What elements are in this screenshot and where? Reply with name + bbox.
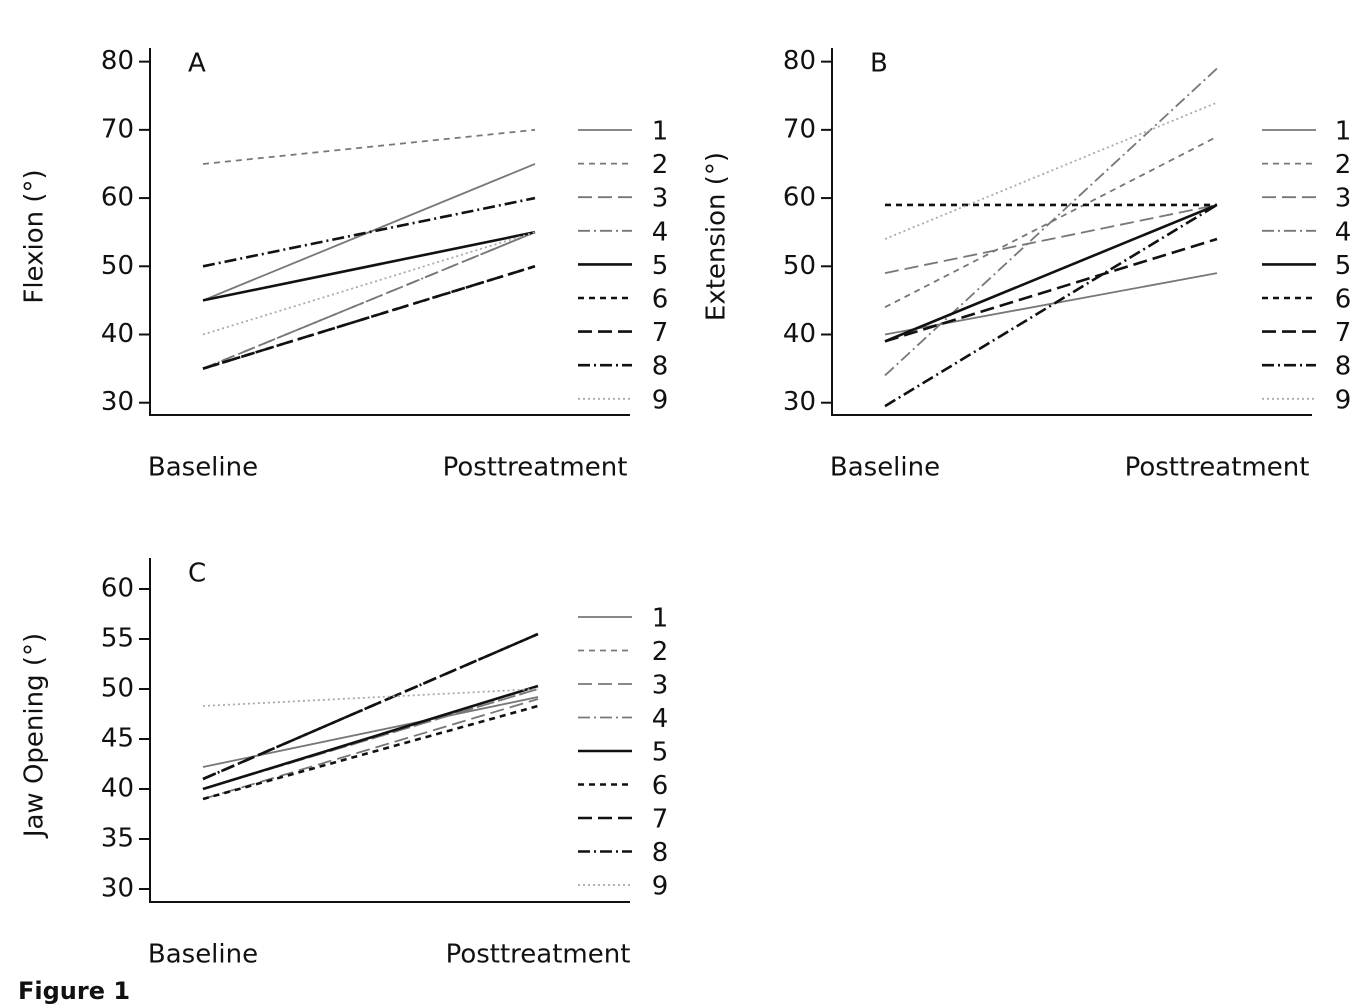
legend-label: 5 bbox=[1335, 251, 1352, 281]
y-tick-label: 60 bbox=[101, 574, 134, 604]
y-tick-label: 55 bbox=[101, 624, 134, 654]
legend-label: 9 bbox=[1335, 385, 1352, 415]
legend-label: 9 bbox=[652, 872, 669, 902]
series-line bbox=[202, 688, 539, 790]
y-tick-label: 70 bbox=[101, 114, 134, 144]
y-tick-label: 30 bbox=[101, 387, 134, 417]
legend-label: 8 bbox=[652, 352, 669, 382]
x-tick-label: Posttreatment bbox=[1125, 453, 1310, 483]
legend-label: 7 bbox=[1335, 318, 1352, 348]
y-tick-label: 80 bbox=[783, 46, 816, 76]
y-tick-label: 50 bbox=[101, 251, 134, 281]
series-line bbox=[884, 237, 1218, 343]
y-tick-label: 45 bbox=[101, 724, 134, 754]
series-line bbox=[884, 204, 1218, 274]
legend-label: 3 bbox=[652, 184, 669, 214]
legend-label: 2 bbox=[652, 637, 669, 667]
y-tick-label: 30 bbox=[783, 387, 816, 417]
y-tick-label: 60 bbox=[101, 183, 134, 213]
legend-label: 8 bbox=[1335, 352, 1352, 382]
y-tick-label: 50 bbox=[101, 674, 134, 704]
legend-label: 1 bbox=[652, 604, 669, 634]
series-line bbox=[202, 230, 536, 302]
y-tick-label: 80 bbox=[101, 46, 134, 76]
y-tick-label: 30 bbox=[101, 874, 134, 904]
legend-label: 1 bbox=[1335, 117, 1352, 147]
y-tick-label: 60 bbox=[783, 183, 816, 213]
x-tick-label: Baseline bbox=[148, 453, 258, 483]
y-axis-label: Extension (°) bbox=[702, 152, 732, 321]
legend-label: 6 bbox=[1335, 285, 1352, 315]
legend-label: 3 bbox=[652, 671, 669, 701]
caption: Figure 1 bbox=[18, 977, 130, 1005]
legend-label: 6 bbox=[652, 285, 669, 315]
panel-label: C bbox=[188, 559, 206, 589]
series-line bbox=[202, 698, 539, 800]
legend-label: 6 bbox=[652, 771, 669, 801]
series-line bbox=[884, 101, 1218, 240]
y-axis-label: Jaw Opening (°) bbox=[20, 633, 50, 839]
x-tick-label: Posttreatment bbox=[446, 940, 631, 970]
y-tick-label: 35 bbox=[101, 824, 134, 854]
y-tick-label: 50 bbox=[783, 251, 816, 281]
y-axis-label: Flexion (°) bbox=[20, 169, 50, 303]
legend-label: 8 bbox=[652, 838, 669, 868]
legend-label: 2 bbox=[1335, 150, 1352, 180]
axis-line bbox=[149, 558, 630, 903]
series-line bbox=[884, 135, 1218, 309]
legend-label: 7 bbox=[652, 318, 669, 348]
legend-label: 2 bbox=[652, 150, 669, 180]
series-line bbox=[202, 231, 536, 370]
series-line bbox=[202, 684, 539, 791]
x-tick-label: Posttreatment bbox=[443, 453, 628, 483]
series-line bbox=[202, 128, 536, 165]
y-tick-label: 40 bbox=[783, 319, 816, 349]
legend-label: 4 bbox=[652, 704, 669, 734]
legend-label: 5 bbox=[652, 251, 669, 281]
legend-label: 9 bbox=[652, 385, 669, 415]
legend-label: 7 bbox=[652, 805, 669, 835]
series-line bbox=[202, 163, 536, 302]
panel-label: B bbox=[870, 49, 888, 79]
x-tick-label: Baseline bbox=[148, 940, 258, 970]
y-tick-label: 70 bbox=[783, 114, 816, 144]
series-line bbox=[884, 203, 1218, 343]
axis-line bbox=[831, 48, 1312, 416]
y-tick-label: 40 bbox=[101, 774, 134, 804]
legend-label: 1 bbox=[652, 117, 669, 147]
legend-label: 3 bbox=[1335, 184, 1352, 214]
panel-label: A bbox=[188, 49, 206, 79]
x-tick-label: Baseline bbox=[830, 453, 940, 483]
series-line bbox=[202, 231, 536, 336]
series-line bbox=[884, 67, 1218, 377]
axis-line bbox=[149, 48, 630, 416]
series-line bbox=[202, 632, 539, 781]
series-line bbox=[202, 265, 536, 370]
legend-label: 5 bbox=[652, 738, 669, 768]
legend-label: 4 bbox=[1335, 217, 1352, 247]
legend-label: 4 bbox=[652, 217, 669, 247]
series-line bbox=[202, 704, 539, 801]
y-tick-label: 40 bbox=[101, 319, 134, 349]
series-line bbox=[202, 688, 539, 707]
series-line bbox=[884, 203, 1218, 408]
